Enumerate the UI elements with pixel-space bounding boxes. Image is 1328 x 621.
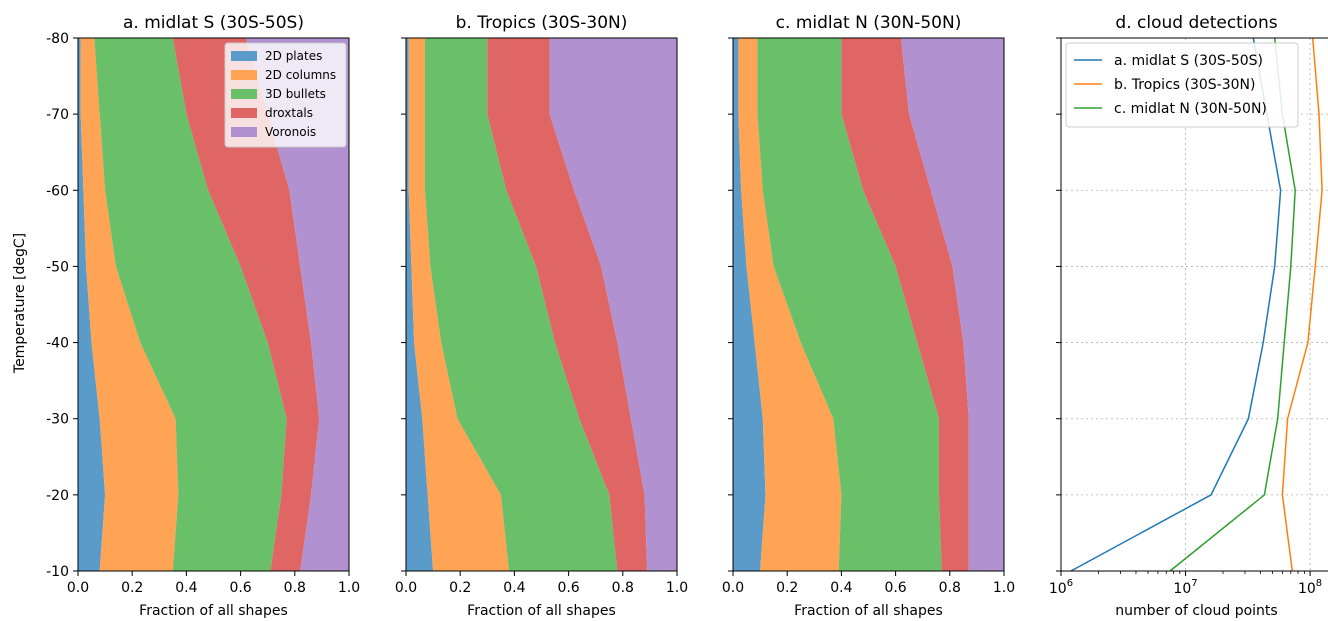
area-droxtals bbox=[841, 38, 969, 571]
axes-frame bbox=[77, 37, 350, 572]
x-tick-label: 107 bbox=[1173, 578, 1197, 597]
legend-swatch bbox=[231, 70, 257, 80]
x-tick-label: 1.0 bbox=[993, 580, 1015, 596]
legend-label: droxtals bbox=[265, 106, 313, 120]
x-tick-label: 108 bbox=[1298, 578, 1322, 597]
axes-frame bbox=[405, 37, 678, 572]
y-tick-label: -80 bbox=[46, 31, 69, 47]
x-axis-label: Fraction of all shapes bbox=[467, 603, 616, 619]
legend-label: a. midlat S (30S-50S) bbox=[1114, 53, 1263, 69]
area-droxtals bbox=[172, 38, 320, 571]
x-tick-label: 1.0 bbox=[666, 580, 688, 596]
x-tick-label: 0.2 bbox=[121, 580, 143, 596]
legend-box bbox=[224, 42, 347, 148]
y-tick-label: -70 bbox=[46, 107, 69, 123]
area-voronois bbox=[549, 38, 677, 571]
x-tick-label: 0.0 bbox=[395, 580, 417, 596]
panel-title: b. Tropics (30S-30N) bbox=[456, 13, 628, 33]
y-tick-label: -50 bbox=[46, 259, 69, 275]
axes-frame bbox=[1060, 37, 1328, 572]
area-2d-plates bbox=[406, 38, 434, 571]
legend-label: c. midlat N (30N-50N) bbox=[1114, 101, 1267, 117]
panel-b: b. Tropics (30S-30N) 0.0 0.2 0.4 0.6 0.8 1.0 Fr… bbox=[395, 13, 688, 619]
y-tick-label: -20 bbox=[46, 488, 69, 504]
x-tick-label: 0.4 bbox=[503, 580, 525, 596]
x-tick-label: 0.0 bbox=[67, 580, 89, 596]
legend-swatch bbox=[231, 108, 257, 118]
legend-box bbox=[1065, 42, 1299, 128]
y-tick-label: -10 bbox=[46, 564, 69, 580]
x-tick-label: 0.8 bbox=[284, 580, 306, 596]
x-tick-label: 0.6 bbox=[884, 580, 906, 596]
y-axis-label: Temperature [degC] bbox=[12, 233, 28, 374]
legend-label: b. Tropics (30S-30N) bbox=[1114, 77, 1255, 93]
panel-a: a. midlat S (30S-50S) 0.0 0.2 0.4 0.6 0.8 1.0 -… bbox=[46, 13, 360, 619]
legend-swatch bbox=[231, 127, 257, 137]
panel-title: a. midlat S (30S-50S) bbox=[123, 13, 304, 33]
area-2d-columns bbox=[408, 38, 509, 571]
panel-c: c. midlat N (30N-50N) 0.0 0.2 0.4 0.6 0.8 1.0 F… bbox=[722, 13, 1015, 619]
x-tick-label: 106 bbox=[1049, 578, 1073, 597]
x-tick-label: 0.8 bbox=[939, 580, 961, 596]
y-tick-label: -40 bbox=[46, 336, 69, 352]
area-3d-bullets bbox=[757, 38, 942, 571]
x-tick-label: 0.2 bbox=[449, 580, 471, 596]
legend-label: Voronois bbox=[265, 125, 316, 139]
area-3d-bullets bbox=[425, 38, 618, 571]
x-tick-label: 0.8 bbox=[612, 580, 634, 596]
x-tick-label: 0.2 bbox=[776, 580, 798, 596]
area-2d-columns bbox=[80, 38, 179, 571]
legend: 2D plates 2D columns 3D bullets droxtals Vor… bbox=[224, 42, 347, 148]
line-b bbox=[1281, 37, 1323, 572]
axes-frame bbox=[732, 37, 1005, 572]
legend-swatch bbox=[231, 89, 257, 99]
legend: a. midlat S (30S-50S) b. Tropics (30S-30N… bbox=[1065, 42, 1299, 128]
area-2d-plates bbox=[78, 38, 106, 571]
legend-label: 2D plates bbox=[265, 49, 322, 63]
x-tick-label: 0.4 bbox=[830, 580, 852, 596]
legend-label: 2D columns bbox=[265, 68, 336, 82]
x-axis-label: number of cloud points bbox=[1115, 603, 1277, 619]
area-droxtals bbox=[487, 38, 648, 571]
legend-swatch bbox=[231, 51, 257, 61]
x-axis-label: Fraction of all shapes bbox=[794, 603, 943, 619]
panel-title: d. cloud detections bbox=[1115, 13, 1277, 33]
y-tick-label: -30 bbox=[46, 412, 69, 428]
area-2d-plates bbox=[733, 38, 766, 571]
area-3d-bullets bbox=[94, 38, 287, 571]
area-voronois bbox=[901, 38, 1004, 571]
x-tick-label: 0.4 bbox=[175, 580, 197, 596]
area-voronois bbox=[246, 38, 349, 571]
x-tick-label: 1.0 bbox=[338, 580, 360, 596]
x-tick-label: 0.0 bbox=[722, 580, 744, 596]
y-tick-label: -60 bbox=[46, 183, 69, 199]
area-2d-columns bbox=[738, 38, 842, 571]
x-tick-label: 0.6 bbox=[229, 580, 251, 596]
x-axis-label: Fraction of all shapes bbox=[139, 603, 288, 619]
legend-label: 3D bullets bbox=[265, 87, 326, 101]
x-tick-label: 0.6 bbox=[557, 580, 579, 596]
panel-d: d. cloud detections 106 107 108 number of cl… bbox=[1049, 13, 1328, 619]
panel-title: c. midlat N (30N-50N) bbox=[776, 13, 962, 33]
